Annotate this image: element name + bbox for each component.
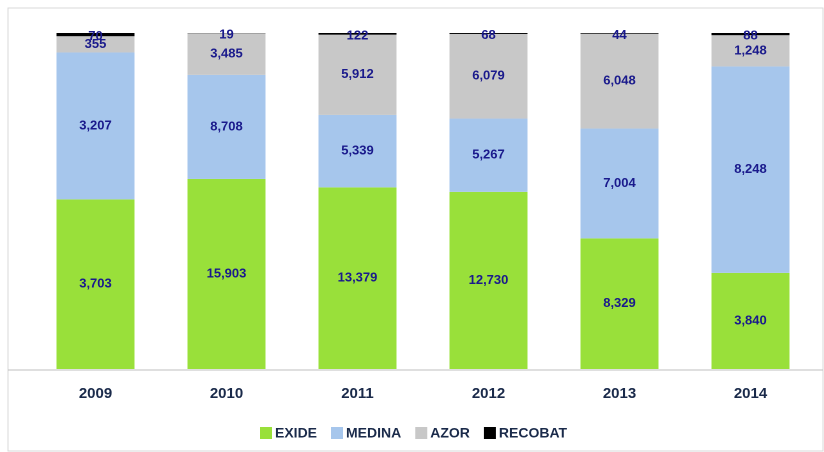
bar-segment (56, 199, 135, 369)
chart-frame (7, 7, 824, 452)
legend-swatch (260, 427, 272, 439)
bar-segment (318, 34, 397, 115)
bar-segment (711, 33, 790, 36)
x-tick-label: 2012 (472, 385, 505, 402)
data-label: 88 (743, 28, 757, 43)
data-label: 3,703 (79, 276, 112, 291)
data-label: 5,267 (472, 147, 505, 162)
bar-segment (580, 128, 659, 239)
bar-segment (187, 178, 266, 369)
data-label: 122 (347, 27, 369, 42)
data-label: 355 (85, 36, 107, 51)
bar-segment (56, 52, 135, 200)
legend-label: MEDINA (346, 425, 401, 441)
data-label: 6,079 (472, 68, 505, 83)
data-label: 7,004 (603, 175, 636, 190)
data-label: 5,339 (341, 143, 374, 158)
bar-segment (318, 33, 397, 35)
bar-segment (580, 33, 659, 34)
data-label: 70 (88, 28, 102, 43)
data-label: 8,329 (603, 295, 636, 310)
data-label: 1,248 (734, 42, 767, 57)
bar-segment (580, 238, 659, 369)
data-label: 3,840 (734, 312, 767, 327)
data-label: 8,708 (210, 118, 243, 133)
legend-swatch (483, 427, 496, 439)
data-label: 12,730 (469, 272, 509, 287)
data-label: 19 (219, 27, 233, 42)
bar-segment (449, 191, 528, 369)
data-label: 13,379 (338, 270, 378, 285)
bar-segment (187, 33, 266, 75)
bar-segment (711, 66, 790, 273)
data-label: 3,207 (79, 117, 112, 132)
legend-swatch (331, 427, 344, 439)
bar-segment (318, 187, 397, 369)
legend-label: EXIDE (275, 425, 317, 441)
legend-label: RECOBAT (499, 425, 568, 441)
data-label: 5,912 (341, 66, 374, 81)
x-tick-label: 2014 (734, 385, 768, 402)
legend-label: AZOR (430, 425, 470, 441)
data-label: 6,048 (603, 73, 636, 88)
x-tick-label: 2009 (79, 385, 112, 402)
bar-segment (56, 33, 135, 37)
data-label: 68 (481, 27, 495, 42)
bar-segment (449, 33, 528, 34)
x-tick-label: 2013 (603, 385, 636, 402)
bar-segment (56, 36, 135, 53)
legend-swatch (415, 427, 428, 439)
bar-segment (187, 74, 266, 179)
bar-segment (711, 35, 790, 67)
bar-segment (318, 114, 397, 188)
x-tick-label: 2010 (210, 385, 243, 402)
data-label: 8,248 (734, 161, 767, 176)
bar-segment (580, 33, 659, 129)
data-label: 15,903 (207, 265, 247, 280)
bar-segment (711, 272, 790, 369)
bar-segment (449, 33, 528, 119)
data-label: 3,485 (210, 45, 243, 60)
x-tick-label: 2011 (341, 385, 374, 402)
bar-segment (449, 118, 528, 192)
data-label: 44 (612, 27, 627, 42)
